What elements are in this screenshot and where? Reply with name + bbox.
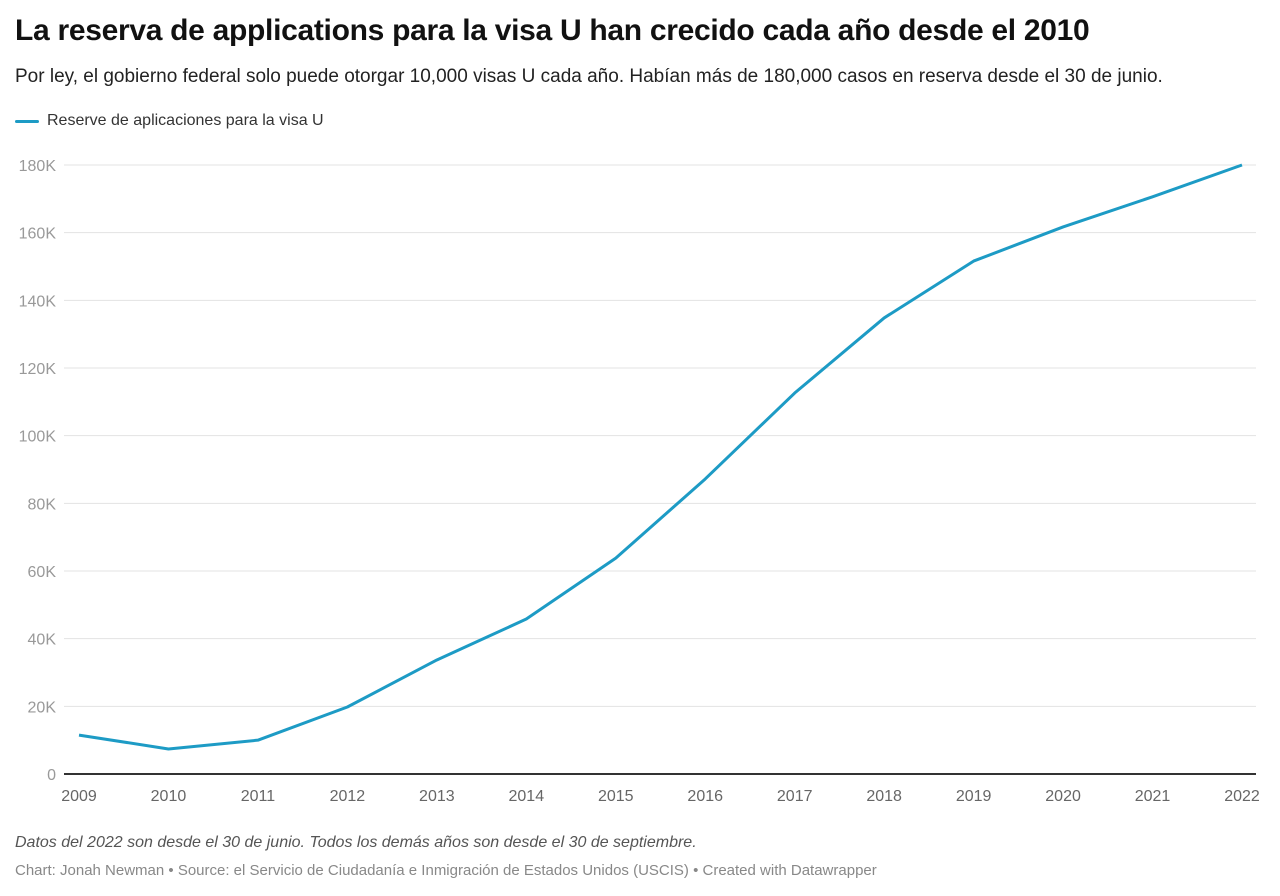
chart-credit: Chart: Jonah Newman • Source: el Servici… <box>15 862 877 879</box>
legend-swatch <box>15 119 39 123</box>
y-tick-label: 140K <box>19 293 57 310</box>
y-tick-label: 40K <box>28 632 57 649</box>
x-tick-label: 2016 <box>687 788 723 805</box>
x-tick-label: 2019 <box>956 788 992 805</box>
legend-label: Reserve de aplicaciones para la visa U <box>47 112 324 129</box>
y-tick-label: 120K <box>19 361 57 378</box>
x-tick-label: 2014 <box>509 788 545 805</box>
x-tick-label: 2009 <box>61 788 97 805</box>
x-tick-label: 2010 <box>151 788 187 805</box>
x-tick-label: 2011 <box>241 788 276 805</box>
y-tick-label: 100K <box>19 429 57 446</box>
chart-title: La reserva de applications para la visa … <box>15 14 1090 47</box>
legend: Reserve de aplicaciones para la visa U <box>15 112 324 130</box>
y-tick-label: 160K <box>19 226 57 243</box>
y-tick-label: 0 <box>47 767 56 784</box>
x-tick-label: 2020 <box>1045 788 1081 805</box>
x-tick-label: 2013 <box>419 788 455 805</box>
x-tick-label: 2012 <box>330 788 366 805</box>
y-tick-label: 180K <box>19 158 57 175</box>
y-tick-label: 80K <box>28 496 57 513</box>
chart-subtitle: Por ley, el gobierno federal solo puede … <box>15 66 1163 87</box>
y-tick-label: 60K <box>28 564 57 581</box>
chart-note: Datos del 2022 son desde el 30 de junio.… <box>15 834 697 851</box>
line-chart: 0 20K 40K 60K 80K 100K 120K 140K 160K 180K 2009 201… <box>19 158 1260 805</box>
x-tick-label: 2021 <box>1135 788 1171 805</box>
y-tick-label: 20K <box>28 699 57 716</box>
series-line <box>78 163 1243 751</box>
x-tick-label: 2017 <box>777 788 813 805</box>
x-tick-label: 2015 <box>598 788 634 805</box>
x-tick-label: 2018 <box>866 788 902 805</box>
x-tick-label: 2022 <box>1224 788 1260 805</box>
